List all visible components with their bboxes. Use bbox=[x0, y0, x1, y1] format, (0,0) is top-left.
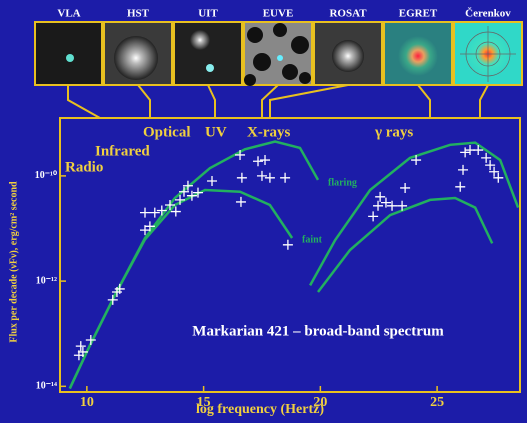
chart-title: Markarian 421 – broad-band spectrum bbox=[192, 323, 444, 339]
curve-label: flaring bbox=[328, 177, 357, 188]
instrument-label: ROSAT bbox=[329, 8, 367, 20]
euve-source bbox=[277, 55, 283, 61]
data-point bbox=[256, 170, 267, 181]
egret-source bbox=[398, 36, 438, 76]
y-axis-title: Flux per decade (νFν), erg/cm² second bbox=[8, 181, 19, 343]
data-point bbox=[170, 206, 181, 217]
data-point bbox=[107, 294, 118, 305]
instrument-label: Čerenkov bbox=[465, 7, 511, 20]
data-point bbox=[235, 196, 246, 207]
data-point bbox=[375, 191, 386, 202]
data-point bbox=[493, 172, 504, 183]
data-point bbox=[481, 152, 492, 163]
data-point bbox=[182, 180, 193, 191]
data-point bbox=[85, 334, 96, 345]
data-point bbox=[149, 207, 160, 218]
cerenkov-rings bbox=[460, 26, 516, 82]
data-point bbox=[380, 197, 391, 208]
rosat-source bbox=[332, 40, 364, 72]
data-point bbox=[139, 207, 150, 218]
euve-noise bbox=[244, 23, 311, 86]
uit-image bbox=[173, 21, 243, 86]
curve bbox=[68, 140, 520, 390]
data-point bbox=[235, 149, 246, 160]
data-point bbox=[114, 283, 125, 294]
band-label: Optical bbox=[143, 124, 191, 140]
hst-source bbox=[114, 36, 158, 80]
data-point bbox=[458, 164, 469, 175]
thumbnails bbox=[34, 21, 523, 86]
x-axis-title: log frequency (Hertz) bbox=[196, 402, 324, 417]
data-point bbox=[400, 182, 411, 193]
data-point bbox=[368, 211, 379, 222]
band-label: Infrared bbox=[95, 143, 150, 159]
y-tick-label: 10⁻¹⁰ bbox=[35, 170, 57, 181]
x-tick-label: 15 bbox=[197, 395, 211, 410]
data-point bbox=[397, 200, 408, 211]
data-point bbox=[75, 341, 86, 352]
y-tick-label: 10⁻¹⁴ bbox=[36, 381, 57, 392]
data-point bbox=[373, 200, 384, 211]
data-point bbox=[156, 205, 167, 216]
data-point bbox=[186, 190, 197, 201]
band-label: UV bbox=[205, 124, 227, 140]
x-tick-label: 25 bbox=[430, 395, 444, 410]
plot-frame bbox=[59, 117, 521, 393]
data-point bbox=[455, 181, 466, 192]
x-tick-label: 20 bbox=[313, 395, 327, 410]
data-point bbox=[77, 346, 88, 357]
data-point bbox=[280, 172, 291, 183]
data-point bbox=[282, 239, 293, 250]
data-point bbox=[193, 187, 203, 198]
x-tick-label: 10 bbox=[80, 395, 94, 410]
data-point bbox=[485, 160, 496, 171]
data-point bbox=[489, 166, 500, 177]
uit-source bbox=[190, 30, 210, 50]
instrument-label: EUVE bbox=[263, 8, 294, 20]
instrument-label: HST bbox=[127, 8, 150, 20]
vla-image bbox=[34, 21, 103, 86]
uit-source2 bbox=[206, 64, 214, 72]
data-point bbox=[253, 156, 264, 167]
band-label: Radio bbox=[65, 159, 103, 175]
instrument-label: VLA bbox=[57, 8, 80, 20]
vla-source bbox=[66, 54, 74, 62]
data-point bbox=[411, 155, 422, 166]
curve-label: faint bbox=[302, 234, 323, 245]
band-label: X-rays bbox=[247, 124, 290, 140]
data-point bbox=[473, 145, 484, 156]
data-point bbox=[175, 194, 186, 205]
data-point bbox=[236, 172, 247, 183]
data-point bbox=[144, 221, 155, 232]
instrument-label: EGRET bbox=[399, 8, 438, 20]
data-point bbox=[178, 186, 189, 197]
data-point bbox=[387, 200, 398, 211]
data-point bbox=[164, 199, 175, 210]
y-tick-label: 10⁻¹² bbox=[36, 275, 57, 286]
data-point bbox=[460, 147, 471, 158]
data-point bbox=[207, 175, 218, 186]
curve bbox=[68, 188, 494, 390]
data-point bbox=[264, 172, 275, 183]
data-point bbox=[260, 155, 271, 166]
band-label: γ rays bbox=[374, 124, 413, 140]
instrument-label: UIT bbox=[198, 8, 218, 20]
connectors bbox=[67, 84, 489, 119]
